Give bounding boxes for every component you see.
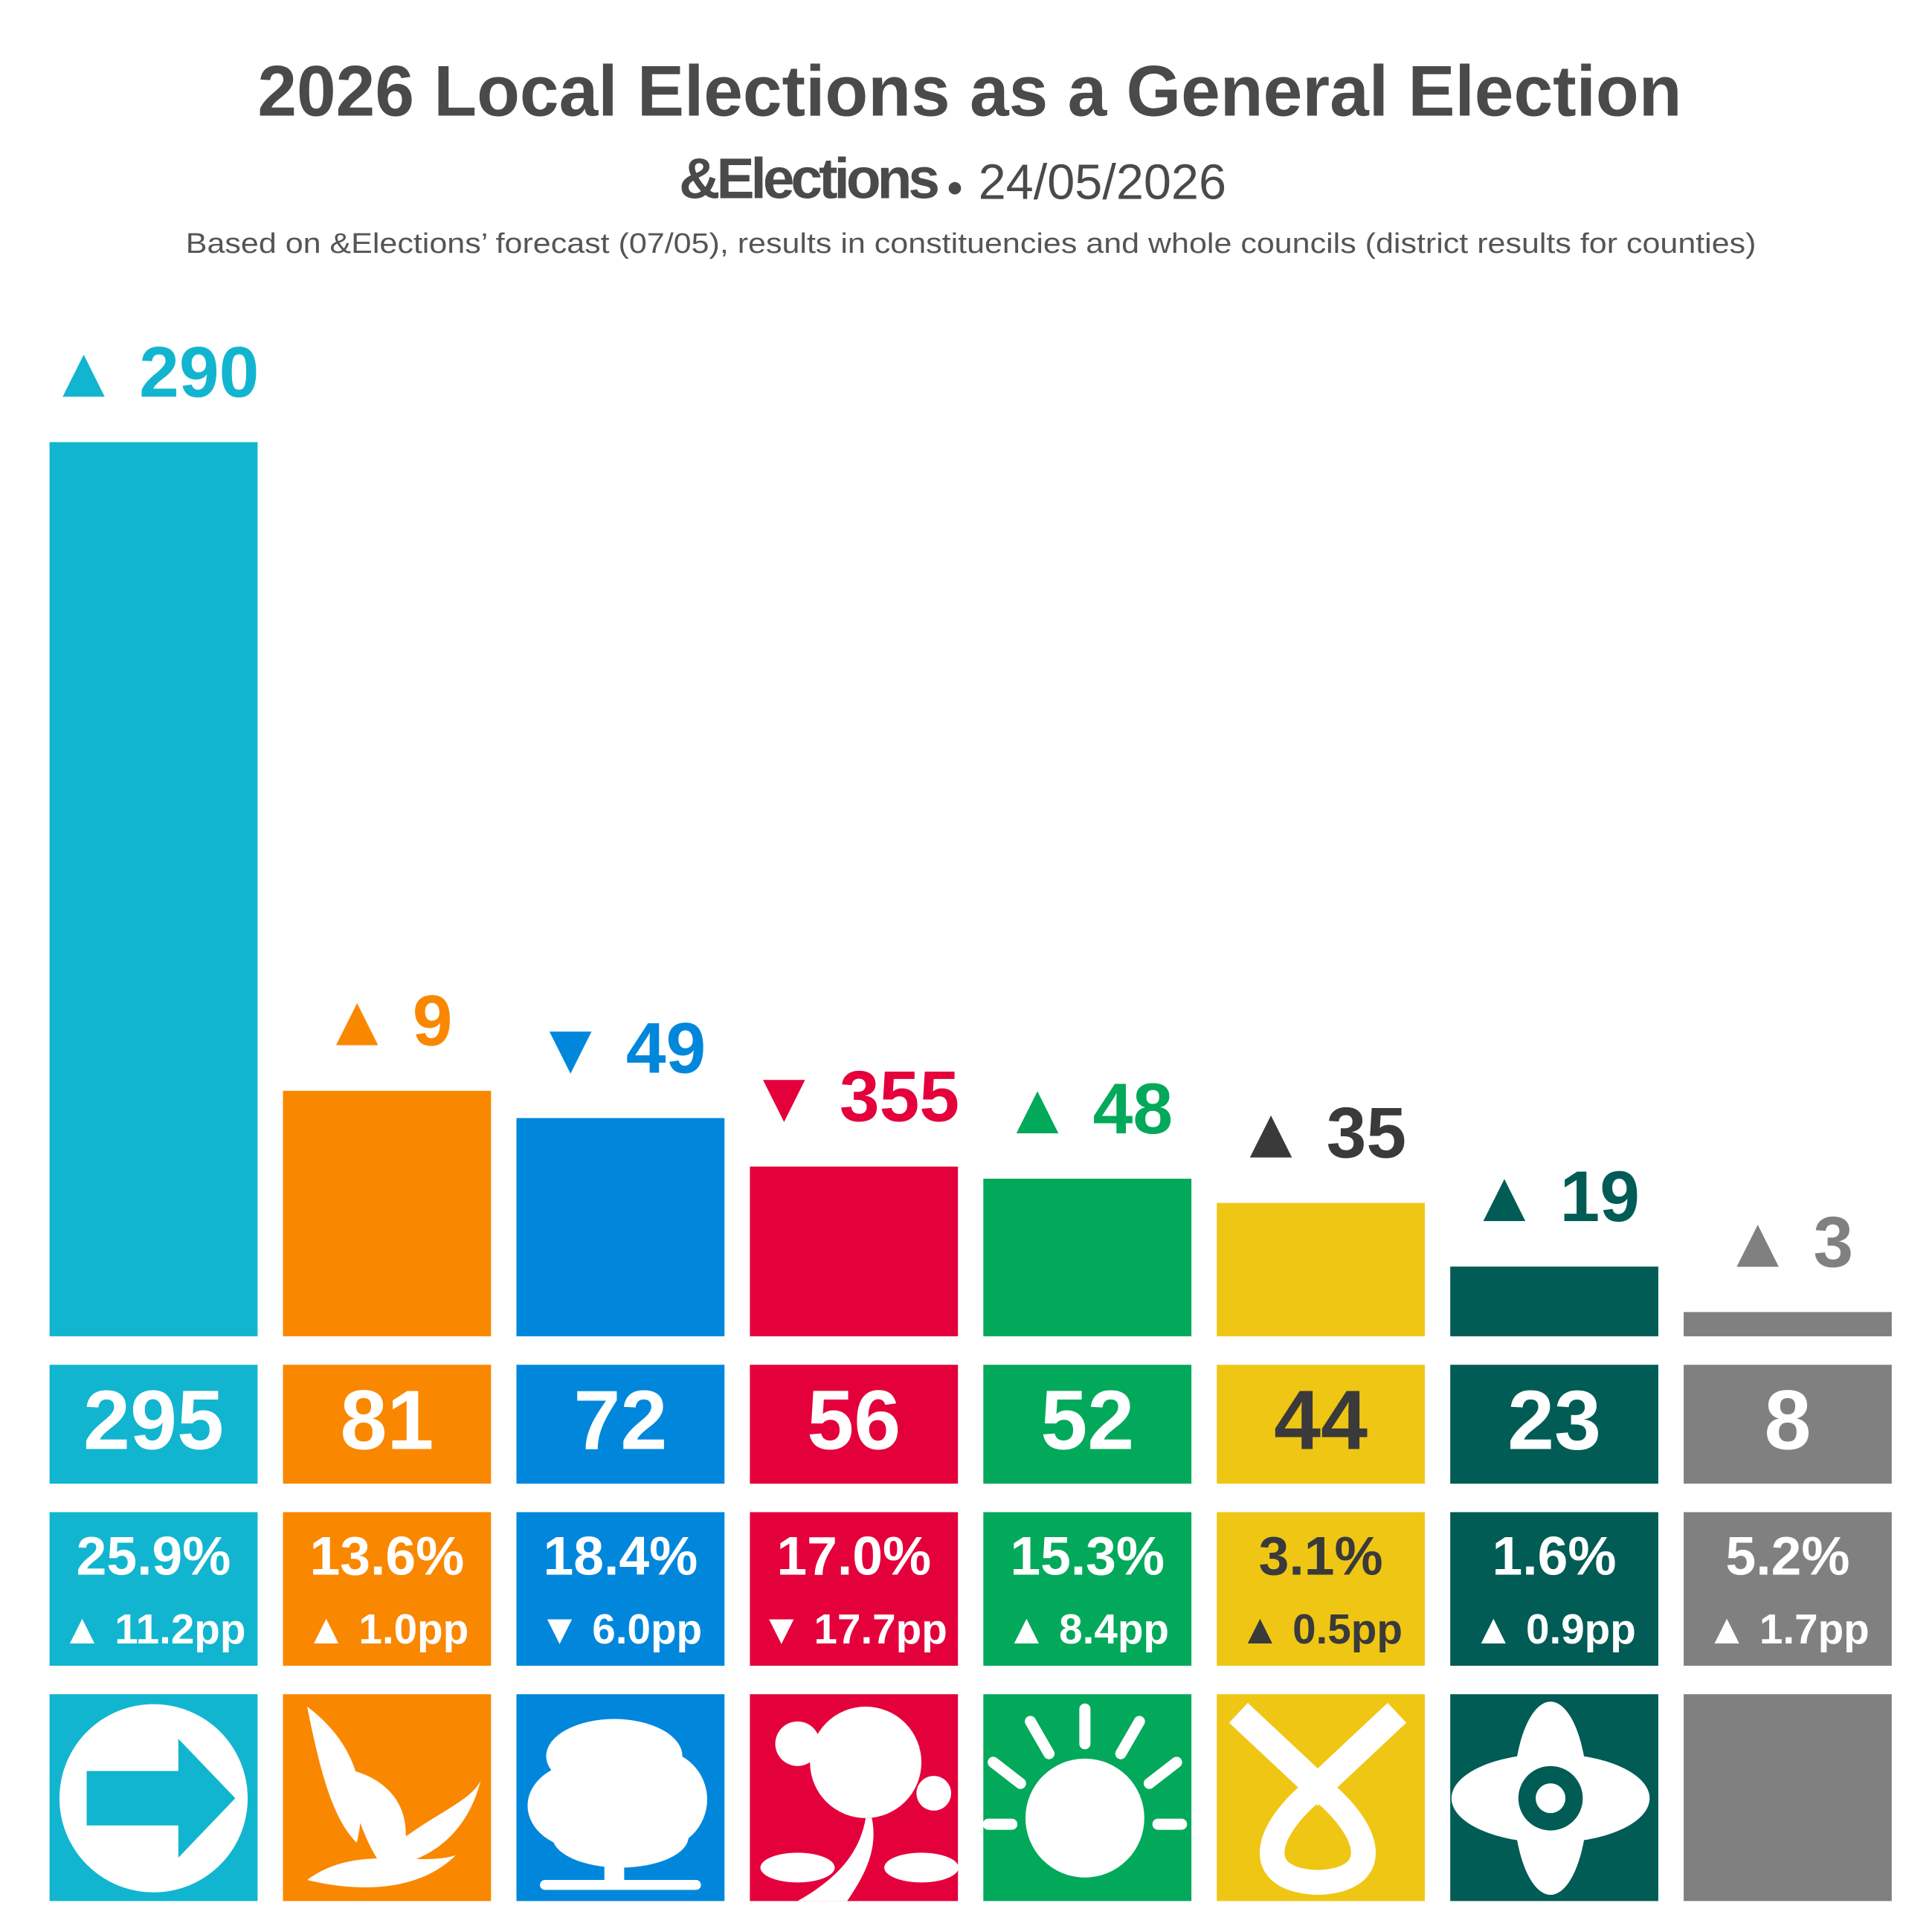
vote-share: 5.2%	[1725, 1526, 1849, 1587]
seat-box	[283, 1365, 492, 1484]
vote-box	[283, 1512, 492, 1666]
vote-share: 13.6%	[310, 1526, 465, 1587]
vote-box	[49, 1512, 258, 1666]
seat-box	[1450, 1365, 1658, 1484]
seat-change-label: ▲ 3	[1722, 1202, 1853, 1282]
seat-value: 72	[573, 1372, 667, 1466]
vote-share: 25.9%	[77, 1526, 231, 1587]
vote-box	[1450, 1512, 1658, 1666]
vote-share: 3.1%	[1259, 1526, 1383, 1587]
vote-box	[516, 1512, 725, 1666]
vote-box	[1684, 1512, 1892, 1666]
bar	[983, 1179, 1192, 1336]
vote-change: ▼ 6.0pp	[539, 1606, 703, 1652]
vote-change: ▲ 8.4pp	[1005, 1606, 1169, 1652]
seat-value: 8	[1764, 1372, 1811, 1466]
marks: ▲ 290 295 25.9% ▲ 11.2pp ▲ 9 81 13.6% ▲ 1.0pp ▼ …	[48, 332, 1892, 1902]
vote-box	[1217, 1512, 1426, 1666]
logo-labour	[760, 1706, 959, 1902]
bar	[750, 1166, 959, 1336]
note: Based on &Elections’ forecast (07/05), r…	[186, 228, 1756, 260]
logo-conservative	[527, 1719, 707, 1890]
logo-green	[982, 1703, 1188, 1878]
vote-change: ▲ 11.2pp	[62, 1606, 246, 1652]
chart-title: 2026 Local Elections as a General Electi…	[257, 51, 1681, 131]
vote-change: ▲ 1.7pp	[1706, 1606, 1870, 1652]
seat-change-label: ▲ 48	[1002, 1069, 1173, 1149]
seat-change-label: ▲ 35	[1235, 1094, 1406, 1173]
seat-change-label: ▲ 290	[48, 332, 260, 412]
logo-libdem	[307, 1706, 481, 1888]
seat-change-label: ▲ 9	[321, 982, 452, 1061]
seat-change-label: ▼ 355	[749, 1057, 960, 1137]
logo-snp	[1229, 1702, 1407, 1896]
seat-value: 81	[340, 1372, 434, 1466]
date: 24/05/2026	[979, 155, 1226, 210]
bar	[516, 1118, 725, 1336]
logo-box	[1684, 1694, 1892, 1902]
logo-your-party	[1451, 1701, 1650, 1896]
bar	[283, 1090, 492, 1336]
vote-share: 1.6%	[1493, 1526, 1617, 1587]
seat-box	[750, 1365, 959, 1484]
seat-change-label: ▲ 19	[1469, 1157, 1640, 1237]
vote-share: 18.4%	[543, 1526, 698, 1587]
vote-share: 17.0%	[776, 1526, 931, 1587]
seat-value: 295	[83, 1372, 224, 1466]
bar	[1684, 1312, 1892, 1336]
seat-box	[1684, 1365, 1892, 1484]
vote-change: ▲ 1.0pp	[306, 1606, 469, 1652]
seat-change-label: ▼ 49	[535, 1008, 706, 1088]
bar	[49, 442, 258, 1336]
separator-dot	[948, 181, 962, 195]
bar	[1217, 1202, 1426, 1336]
vote-box	[750, 1512, 959, 1666]
seat-value: 23	[1507, 1372, 1601, 1466]
logo-reform	[59, 1704, 248, 1893]
vote-change: ▲ 0.5pp	[1239, 1606, 1403, 1652]
seat-value: 52	[1040, 1372, 1134, 1466]
seat-box	[49, 1365, 258, 1484]
vote-change: ▼ 17.7pp	[761, 1606, 947, 1652]
vote-share: 15.3%	[1010, 1526, 1165, 1587]
logos	[59, 1701, 1650, 1902]
seat-box	[983, 1365, 1192, 1484]
bar	[1450, 1266, 1658, 1336]
seat-value: 44	[1274, 1372, 1368, 1466]
seat-box	[1217, 1365, 1426, 1484]
vote-change: ▲ 0.9pp	[1472, 1606, 1636, 1652]
seat-value: 56	[807, 1372, 901, 1466]
vote-box	[983, 1512, 1192, 1666]
seat-box	[516, 1365, 725, 1484]
brand: &Elections	[679, 148, 938, 211]
